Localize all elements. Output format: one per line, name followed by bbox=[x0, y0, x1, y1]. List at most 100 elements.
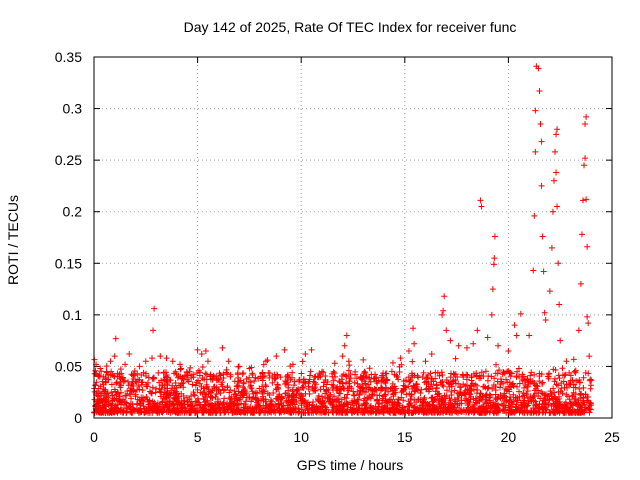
data-point bbox=[435, 399, 442, 406]
data-point bbox=[582, 121, 589, 128]
data-point bbox=[375, 399, 382, 406]
data-point bbox=[536, 378, 543, 385]
data-point bbox=[429, 401, 436, 408]
data-point bbox=[443, 377, 450, 384]
data-point bbox=[187, 364, 194, 371]
data-point bbox=[330, 386, 337, 393]
y-tick-label: 0.3 bbox=[63, 101, 83, 117]
data-point bbox=[112, 408, 119, 415]
data-point bbox=[527, 409, 534, 416]
data-point bbox=[388, 396, 395, 403]
data-point bbox=[233, 407, 240, 414]
data-point bbox=[252, 374, 259, 381]
data-point bbox=[552, 148, 559, 155]
data-point bbox=[336, 408, 343, 415]
data-point bbox=[108, 381, 115, 388]
data-point bbox=[586, 353, 593, 360]
data-point bbox=[260, 402, 267, 409]
data-point bbox=[526, 332, 533, 339]
data-point bbox=[216, 376, 223, 383]
data-point bbox=[437, 379, 444, 386]
data-point bbox=[468, 377, 475, 384]
data-point bbox=[497, 380, 504, 387]
data-point bbox=[447, 337, 454, 344]
data-point bbox=[519, 371, 526, 378]
data-point bbox=[447, 401, 454, 408]
data-point bbox=[98, 397, 105, 404]
data-point bbox=[239, 384, 246, 391]
data-point bbox=[359, 388, 366, 395]
data-point bbox=[128, 395, 135, 402]
data-point bbox=[142, 370, 149, 377]
data-point bbox=[322, 394, 329, 401]
data-point bbox=[116, 397, 123, 404]
data-point bbox=[220, 399, 227, 406]
data-point bbox=[293, 392, 300, 399]
data-point bbox=[494, 404, 501, 411]
data-point bbox=[360, 385, 367, 392]
data-point bbox=[539, 379, 546, 386]
data-point bbox=[249, 405, 256, 412]
data-point bbox=[446, 395, 453, 402]
data-point bbox=[450, 370, 457, 377]
y-tick-label: 0.2 bbox=[63, 204, 83, 220]
data-point bbox=[564, 406, 571, 413]
data-point bbox=[365, 386, 372, 393]
data-point bbox=[584, 243, 591, 250]
data-point bbox=[415, 374, 422, 381]
data-point bbox=[540, 268, 547, 275]
data-point bbox=[296, 376, 303, 383]
data-point bbox=[411, 340, 418, 347]
data-point bbox=[538, 138, 545, 145]
data-point bbox=[349, 407, 356, 414]
data-point bbox=[240, 387, 247, 394]
data-point bbox=[317, 386, 324, 393]
data-point bbox=[516, 380, 523, 387]
data-point bbox=[439, 311, 446, 318]
data-point bbox=[331, 370, 338, 377]
data-point bbox=[572, 369, 579, 376]
data-point bbox=[451, 387, 458, 394]
data-point bbox=[237, 407, 244, 414]
data-point bbox=[270, 390, 277, 397]
data-point bbox=[442, 404, 449, 411]
data-point bbox=[261, 388, 268, 395]
data-point bbox=[452, 398, 459, 405]
data-point bbox=[249, 388, 256, 395]
data-point bbox=[319, 393, 326, 400]
data-point bbox=[425, 380, 432, 387]
data-point bbox=[195, 395, 202, 402]
data-point bbox=[331, 360, 338, 367]
data-point bbox=[299, 384, 306, 391]
y-tick-label: 0 bbox=[74, 410, 82, 426]
data-point bbox=[405, 347, 412, 354]
data-point bbox=[458, 397, 465, 404]
data-point bbox=[513, 374, 520, 381]
data-point bbox=[228, 393, 235, 400]
data-point bbox=[447, 399, 454, 406]
data-point bbox=[202, 370, 209, 377]
data-point bbox=[117, 389, 124, 396]
data-point bbox=[128, 387, 135, 394]
data-point bbox=[485, 384, 492, 391]
data-point bbox=[283, 379, 290, 386]
data-point bbox=[519, 393, 526, 400]
data-point bbox=[163, 355, 170, 362]
data-point bbox=[318, 368, 325, 375]
data-point bbox=[579, 409, 586, 416]
data-point bbox=[359, 381, 366, 388]
data-point bbox=[302, 409, 309, 416]
data-point bbox=[576, 379, 583, 386]
data-point bbox=[576, 377, 583, 384]
data-point bbox=[255, 403, 262, 410]
data-point bbox=[519, 407, 526, 414]
data-point bbox=[298, 370, 305, 377]
data-point bbox=[414, 372, 421, 379]
data-point bbox=[300, 379, 307, 386]
data-point bbox=[412, 387, 419, 394]
data-point bbox=[308, 346, 315, 353]
data-point bbox=[142, 358, 149, 365]
data-point bbox=[329, 401, 336, 408]
data-point bbox=[111, 353, 118, 360]
data-point bbox=[194, 386, 201, 393]
